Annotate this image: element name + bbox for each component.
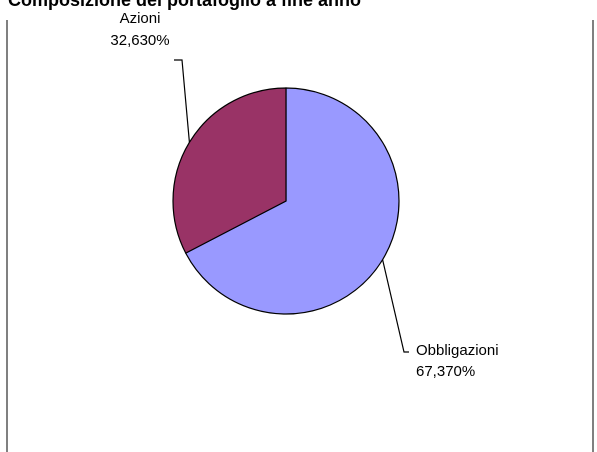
slice-label-azioni: Azioni bbox=[120, 10, 161, 27]
pie-slice-azioni bbox=[172, 87, 287, 254]
slice-value-azioni: 32,630% bbox=[110, 32, 169, 49]
chart-title: Composizione del portafoglio a fine anno bbox=[8, 0, 362, 10]
slice-value-obbligazioni: 67,370% bbox=[416, 363, 475, 380]
leader-line-obbligazioni bbox=[382, 259, 409, 353]
pie-slice-obbligazioni bbox=[184, 87, 400, 315]
leader-line-azioni bbox=[174, 59, 191, 143]
slice-label-obbligazioni: Obbligazioni bbox=[416, 342, 499, 359]
